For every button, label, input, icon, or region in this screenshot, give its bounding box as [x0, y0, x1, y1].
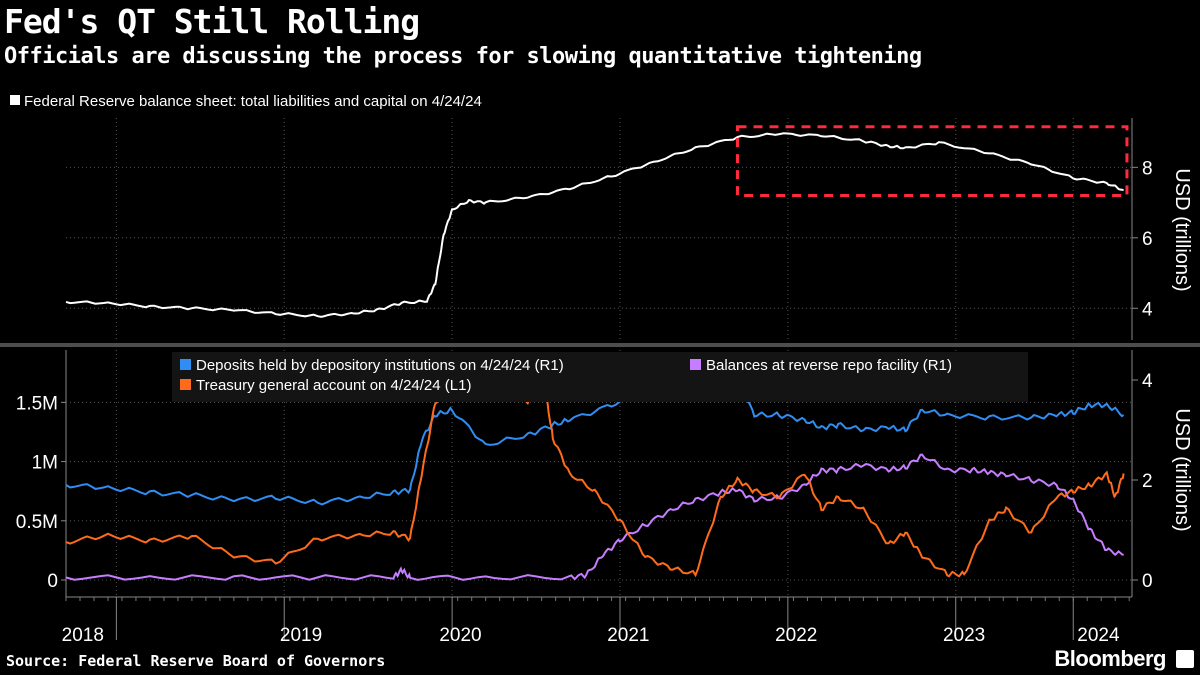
left-y-tick-label: 1M	[32, 453, 58, 474]
right-y-tick-label: 2	[1142, 471, 1153, 492]
right-y-tick-label: 4	[1142, 371, 1153, 392]
top-y-axis-label: USD (trillions)	[1171, 168, 1193, 291]
legend-label-deposits: Deposits held by depository institutions…	[196, 357, 564, 374]
top-y-tick-label: 8	[1142, 158, 1153, 179]
chart-subtitle: Officials are discussing the process for…	[4, 44, 922, 69]
bottom-legend-box	[172, 352, 1028, 402]
top-legend-swatch	[10, 95, 20, 105]
bloomberg-terminal-icon	[1176, 650, 1194, 668]
bottom-right-y-axis-label: USD (trillions)	[1171, 408, 1193, 531]
x-tick-label: 2024	[1077, 625, 1120, 646]
legend-swatch-tga	[180, 379, 191, 390]
x-tick-label: 2020	[439, 625, 481, 646]
x-tick-label: 2018	[62, 625, 104, 646]
chart-title: Fed's QT Still Rolling	[4, 2, 420, 41]
balance-sheet-line	[65, 132, 1124, 318]
highlight-box	[735, 125, 1129, 198]
left-y-tick-label: 0.5M	[16, 512, 58, 533]
left-y-tick-label: 0	[47, 571, 58, 592]
right-y-tick-label: 0	[1142, 571, 1153, 592]
tga-line	[65, 370, 1125, 578]
legend-swatch-reverse-repo	[690, 359, 701, 370]
legend-swatch-deposits	[180, 359, 191, 370]
bloomberg-logo: Bloomberg	[1054, 646, 1166, 671]
source-note: Source: Federal Reserve Board of Governo…	[6, 652, 386, 670]
top-y-tick-label: 4	[1142, 299, 1153, 320]
left-y-tick-label: 1.5M	[16, 393, 58, 414]
top-y-tick-label: 6	[1142, 229, 1153, 250]
reverse-repo-line	[65, 453, 1124, 581]
legend-label-tga: Treasury general account on 4/24/24 (L1)	[196, 377, 471, 394]
x-tick-label: 2019	[280, 625, 322, 646]
x-tick-label: 2023	[943, 625, 985, 646]
top-legend-label: Federal Reserve balance sheet: total lia…	[24, 93, 482, 110]
x-tick-label: 2022	[775, 625, 817, 646]
x-tick-label: 2021	[607, 625, 649, 646]
legend-label-reverse-repo: Balances at reverse repo facility (R1)	[706, 357, 952, 374]
